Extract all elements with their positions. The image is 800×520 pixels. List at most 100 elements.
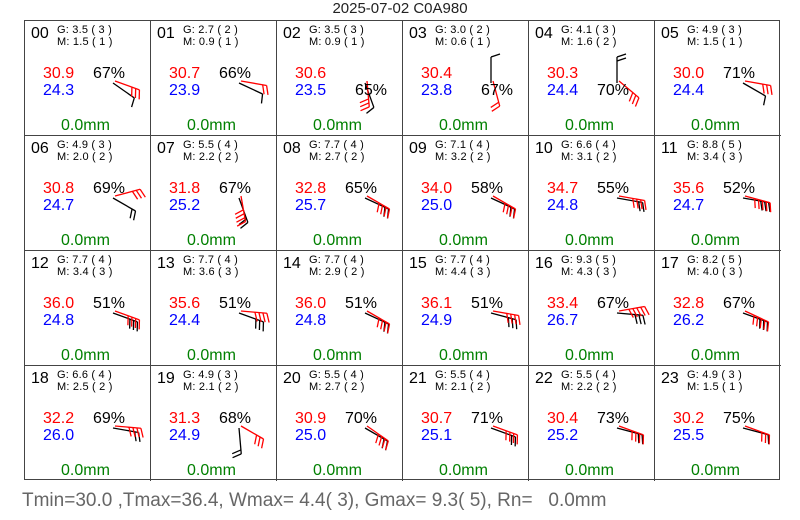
humidity-value: 68% xyxy=(219,410,252,427)
gust-reading: G: 6.6 ( 4 ) xyxy=(561,139,616,151)
hour-label: 20 xyxy=(283,370,301,387)
hourly-grid: 00 G: 3.5 ( 3 ) M: 1.5 ( 1 ) 30.9 24.3 67% 0.0… xyxy=(24,20,781,481)
hour-label: 11 xyxy=(661,140,678,157)
temperature-value: 30.8 xyxy=(43,180,75,197)
dewpoint-value: 24.8 xyxy=(547,197,579,214)
mean-wind-barb xyxy=(364,312,390,334)
dewpoint-value: 24.8 xyxy=(295,312,327,329)
hour-label: 14 xyxy=(283,255,301,272)
rainfall-value: 0.0mm xyxy=(691,117,740,134)
gust-reading: G: 2.7 ( 2 ) xyxy=(183,24,238,36)
temperature-value: 31.3 xyxy=(169,410,201,427)
mean-wind-reading: M: 4.4 ( 3 ) xyxy=(435,266,491,278)
mean-wind-reading: M: 2.0 ( 2 ) xyxy=(57,151,113,163)
gust-reading: G: 8.2 ( 5 ) xyxy=(687,254,742,266)
mean-wind-reading: M: 2.7 ( 2 ) xyxy=(309,381,365,393)
gust-wind-barb xyxy=(744,195,772,213)
rainfall-value: 0.0mm xyxy=(187,232,236,249)
mean-wind-reading: M: 1.5 ( 1 ) xyxy=(687,36,743,48)
temperature-value: 30.3 xyxy=(547,65,579,82)
temperature-value: 30.4 xyxy=(421,65,453,82)
rainfall-value: 0.0mm xyxy=(691,347,740,364)
mean-wind-barb xyxy=(616,53,627,83)
gust-wind-barb xyxy=(618,195,647,210)
mean-wind-barb xyxy=(112,82,135,108)
mean-wind-barb xyxy=(490,312,518,330)
mean-wind-reading: M: 0.6 ( 1 ) xyxy=(435,36,491,48)
humidity-value: 58% xyxy=(471,180,504,197)
temperature-value: 30.0 xyxy=(673,65,705,82)
hour-cell: 02 G: 3.5 ( 3 ) M: 0.9 ( 1 ) 30.6 23.5 65% 0.0… xyxy=(277,21,403,136)
dewpoint-value: 24.4 xyxy=(673,82,705,99)
mean-wind-barb xyxy=(616,427,644,445)
hour-cell: 10 G: 6.6 ( 4 ) M: 3.1 ( 2 ) 34.7 24.8 55% 0.0… xyxy=(529,136,655,251)
mean-wind-reading: M: 1.5 ( 1 ) xyxy=(687,381,743,393)
humidity-value: 67% xyxy=(481,82,514,99)
rainfall-value: 0.0mm xyxy=(439,462,488,479)
temperature-value: 30.6 xyxy=(295,65,327,82)
humidity-value: 51% xyxy=(471,295,504,312)
mean-wind-reading: M: 3.1 ( 2 ) xyxy=(561,151,617,163)
gust-wind-barb xyxy=(366,425,389,451)
mean-wind-barb xyxy=(490,197,516,219)
gust-wind-barb xyxy=(744,425,771,445)
mean-wind-reading: M: 0.9 ( 1 ) xyxy=(309,36,365,48)
rainfall-value: 0.0mm xyxy=(313,232,362,249)
hour-cell: 20 G: 5.5 ( 4 ) M: 2.7 ( 2 ) 30.9 25.0 70% 0.0… xyxy=(277,366,403,481)
hour-cell: 16 G: 9.3 ( 5 ) M: 4.3 ( 3 ) 33.4 26.7 67% 0.0… xyxy=(529,251,655,366)
mean-wind-barb xyxy=(231,427,242,459)
dewpoint-value: 24.9 xyxy=(421,312,453,329)
temperature-value: 35.6 xyxy=(673,180,705,197)
gust-reading: G: 7.7 ( 4 ) xyxy=(183,254,238,266)
dewpoint-value: 24.7 xyxy=(43,197,75,214)
temperature-value: 30.4 xyxy=(547,410,579,427)
hour-cell: 23 G: 4.9 ( 3 ) M: 1.5 ( 1 ) 30.2 25.5 75% 0.0… xyxy=(655,366,781,481)
hour-label: 15 xyxy=(409,255,427,272)
hour-cell: 17 G: 8.2 ( 5 ) M: 4.0 ( 3 ) 32.8 26.2 67% 0.0… xyxy=(655,251,781,366)
dewpoint-value: 23.9 xyxy=(169,82,201,99)
rainfall-value: 0.0mm xyxy=(691,232,740,249)
gust-wind-barb xyxy=(492,425,519,445)
dewpoint-value: 23.5 xyxy=(295,82,327,99)
humidity-value: 69% xyxy=(93,410,126,427)
chart-title: 2025-07-02 C0A980 xyxy=(332,0,468,17)
gust-wind-barb xyxy=(618,425,645,445)
temperature-value: 32.2 xyxy=(43,410,75,427)
gust-wind-barb xyxy=(240,425,265,449)
mean-wind-reading: M: 1.6 ( 2 ) xyxy=(561,36,617,48)
dewpoint-value: 26.7 xyxy=(547,312,579,329)
mean-wind-barb xyxy=(490,427,517,447)
temperature-value: 34.7 xyxy=(547,180,579,197)
gust-reading: G: 3.5 ( 3 ) xyxy=(57,24,112,36)
dewpoint-value: 25.0 xyxy=(421,197,453,214)
humidity-value: 73% xyxy=(597,410,630,427)
hour-cell: 11 G: 8.8 ( 5 ) M: 3.4 ( 3 ) 35.6 24.7 52% 0.0… xyxy=(655,136,781,251)
rainfall-value: 0.0mm xyxy=(565,347,614,364)
temperature-value: 33.4 xyxy=(547,295,579,312)
summary-footer: Tmin=30.0 ,Tmax=36.4, Wmax= 4.4( 3), Gma… xyxy=(22,490,607,511)
hour-label: 12 xyxy=(31,255,49,272)
humidity-value: 66% xyxy=(219,65,252,82)
gust-wind-barb xyxy=(366,195,391,219)
rainfall-value: 0.0mm xyxy=(61,117,110,134)
hour-cell: 07 G: 5.5 ( 4 ) M: 2.2 ( 2 ) 31.8 25.2 67% 0.0… xyxy=(151,136,277,251)
rainfall-value: 0.0mm xyxy=(565,232,614,249)
humidity-value: 69% xyxy=(93,180,126,197)
gust-reading: G: 5.5 ( 4 ) xyxy=(561,369,616,381)
dewpoint-value: 24.3 xyxy=(43,82,75,99)
hour-label: 04 xyxy=(535,25,553,42)
mean-wind-barb xyxy=(112,197,137,221)
hour-label: 21 xyxy=(409,370,427,387)
rainfall-value: 0.0mm xyxy=(187,347,236,364)
mean-wind-barb xyxy=(742,427,770,445)
hour-label: 01 xyxy=(157,25,175,42)
gust-wind-barb xyxy=(114,80,141,100)
hour-label: 19 xyxy=(157,370,175,387)
rainfall-value: 0.0mm xyxy=(187,117,236,134)
dewpoint-value: 25.5 xyxy=(673,427,705,444)
gust-reading: G: 5.5 ( 4 ) xyxy=(435,369,490,381)
hour-label: 06 xyxy=(31,140,49,157)
hour-cell: 14 G: 7.7 ( 4 ) M: 2.9 ( 2 ) 36.0 24.8 51% 0.0… xyxy=(277,251,403,366)
dewpoint-value: 25.7 xyxy=(295,197,327,214)
hour-label: 08 xyxy=(283,140,301,157)
